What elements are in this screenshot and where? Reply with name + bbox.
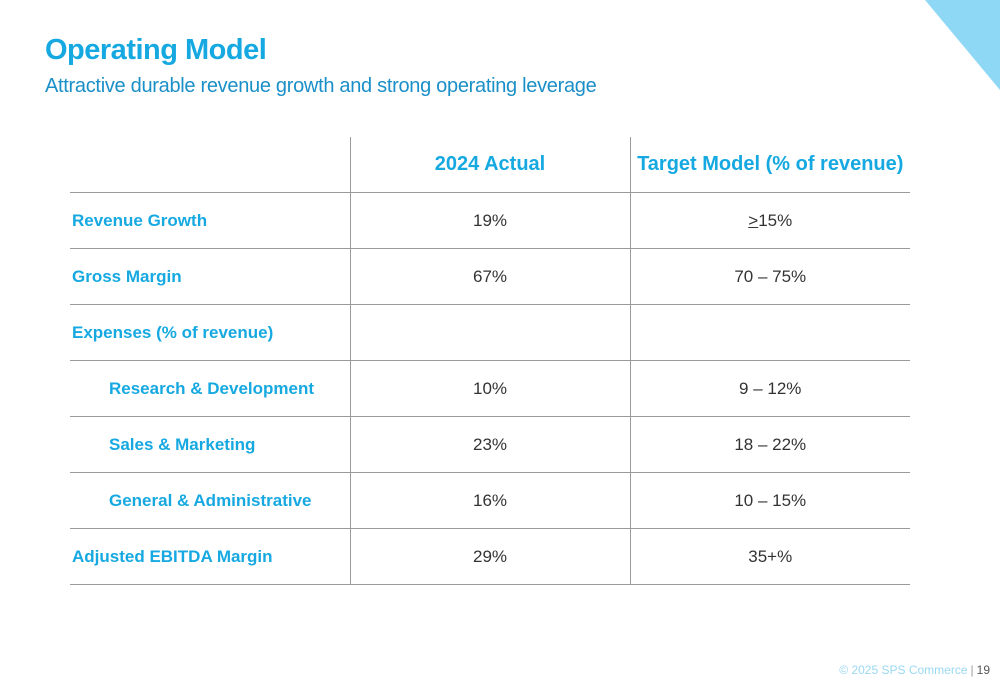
target-revenue-growth-value: 15% — [758, 210, 793, 230]
header-target-model: Target Model (% of revenue) — [629, 137, 910, 193]
actual-research-development: 10% — [349, 360, 630, 417]
table-row: Research & Development 10% 9 – 12% — [70, 360, 910, 417]
slide-footer: © 2025 SPS Commerce | 19 — [839, 663, 990, 677]
page-number: 19 — [976, 663, 990, 677]
greater-equal-sign: > — [748, 210, 759, 230]
table-row: General & Administrative 16% 10 – 15% — [70, 472, 910, 529]
target-sales-marketing: 18 – 22% — [629, 416, 910, 473]
actual-general-administrative: 16% — [349, 472, 630, 529]
row-label-revenue-growth: Revenue Growth — [70, 192, 350, 249]
table-row: Expenses (% of revenue) — [70, 304, 910, 361]
row-label-research-development: Research & Development — [70, 360, 350, 417]
actual-sales-marketing: 23% — [349, 416, 630, 473]
table-row: Sales & Marketing 23% 18 – 22% — [70, 416, 910, 473]
copyright-text: © 2025 SPS Commerce — [839, 663, 968, 677]
page-subtitle: Attractive durable revenue growth and st… — [45, 75, 597, 97]
row-label-expenses: Expenses (% of revenue) — [70, 304, 350, 361]
target-expenses — [629, 304, 910, 361]
table-row: Adjusted EBITDA Margin 29% 35+% — [70, 528, 910, 585]
operating-model-table: 2024 Actual Target Model (% of revenue) … — [70, 137, 910, 585]
row-label-adjusted-ebitda-margin: Adjusted EBITDA Margin — [70, 528, 350, 585]
row-label-sales-marketing: Sales & Marketing — [70, 416, 350, 473]
page-title: Operating Model — [45, 34, 267, 66]
target-research-development: 9 – 12% — [629, 360, 910, 417]
actual-expenses — [349, 304, 630, 361]
actual-gross-margin: 67% — [349, 248, 630, 305]
row-label-general-administrative: General & Administrative — [70, 472, 350, 529]
target-general-administrative: 10 – 15% — [629, 472, 910, 529]
corner-accent-triangle — [925, 0, 1000, 90]
actual-adjusted-ebitda-margin: 29% — [349, 528, 630, 585]
table-row: Gross Margin 67% 70 – 75% — [70, 248, 910, 305]
header-empty-cell — [70, 137, 350, 193]
table-header-row: 2024 Actual Target Model (% of revenue) — [70, 137, 910, 193]
header-2024-actual: 2024 Actual — [349, 137, 630, 193]
table-row: Revenue Growth 19% >15% — [70, 192, 910, 249]
target-revenue-growth: >15% — [629, 192, 910, 249]
footer-divider: | — [970, 663, 974, 677]
row-label-gross-margin: Gross Margin — [70, 248, 350, 305]
target-gross-margin: 70 – 75% — [629, 248, 910, 305]
target-adjusted-ebitda-margin: 35+% — [629, 528, 910, 585]
actual-revenue-growth: 19% — [349, 192, 630, 249]
